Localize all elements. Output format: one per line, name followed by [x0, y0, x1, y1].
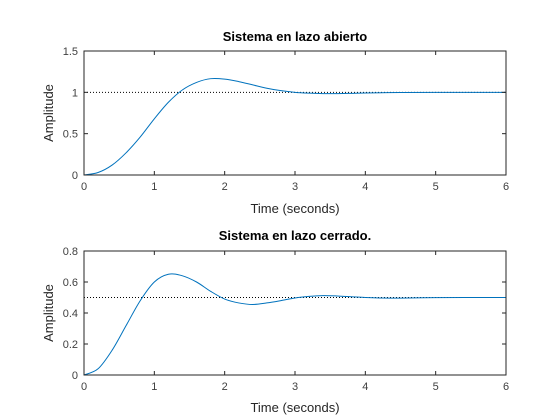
x-tick-label: 5: [433, 181, 439, 193]
x-tick-label: 5: [433, 381, 439, 393]
y-tick-label: 0.4: [63, 308, 78, 320]
x-tick-label: 2: [222, 181, 228, 193]
y-tick-label: 0.6: [63, 277, 78, 289]
x-axis-ticks: 0 1 2 3 4 5 6: [81, 251, 509, 393]
x-tick-label: 4: [362, 181, 368, 193]
x-tick-label: 2: [222, 381, 228, 393]
x-tick-label: 1: [151, 181, 157, 193]
x-tick-label: 4: [362, 381, 368, 393]
y-tick-label: 0.2: [63, 339, 78, 351]
y-tick-label: 1.5: [63, 46, 78, 58]
plot-title: Sistema en lazo cerrado.: [219, 228, 371, 243]
plot-area: [84, 251, 506, 375]
plot-area: [84, 51, 506, 175]
y-axis-ticks: 0 0.2 0.4 0.6 0.8: [63, 246, 506, 382]
y-tick-label: 0: [72, 370, 78, 382]
x-axis-label: Time (seconds): [250, 201, 339, 216]
series-layer: [83, 273, 507, 376]
y-axis-label: Amplitude: [41, 84, 56, 142]
x-tick-label: 6: [503, 381, 509, 393]
x-axis-label: Time (seconds): [250, 400, 339, 415]
x-tick-label: 3: [292, 181, 298, 193]
x-tick-label: 3: [292, 381, 298, 393]
y-tick-label: 0: [72, 170, 78, 182]
y-tick-label: 0.8: [63, 246, 78, 258]
series-line: [83, 77, 506, 176]
y-axis-label: Amplitude: [41, 284, 56, 342]
series-line: [83, 273, 507, 376]
x-tick-label: 0: [81, 181, 87, 193]
series-layer: [83, 77, 506, 176]
y-axis-ticks: 0 0.5 1 1.5: [63, 46, 506, 182]
plot-title: Sistema en lazo abierto: [223, 29, 368, 44]
x-tick-label: 1: [151, 381, 157, 393]
subplot-open-loop: Sistema en lazo abierto 0 1 2 3 4 5 6 0 0.5 1 1.5…: [41, 29, 509, 216]
y-tick-label: 1: [72, 87, 78, 99]
x-tick-label: 6: [503, 181, 509, 193]
y-tick-label: 0.5: [63, 129, 78, 141]
subplot-closed-loop: Sistema en lazo cerrado. 0 1 2 3 4 5 6 0 0.2 0.4…: [41, 228, 509, 415]
x-axis-ticks: 0 1 2 3 4 5 6: [81, 51, 509, 193]
x-tick-label: 0: [81, 381, 87, 393]
